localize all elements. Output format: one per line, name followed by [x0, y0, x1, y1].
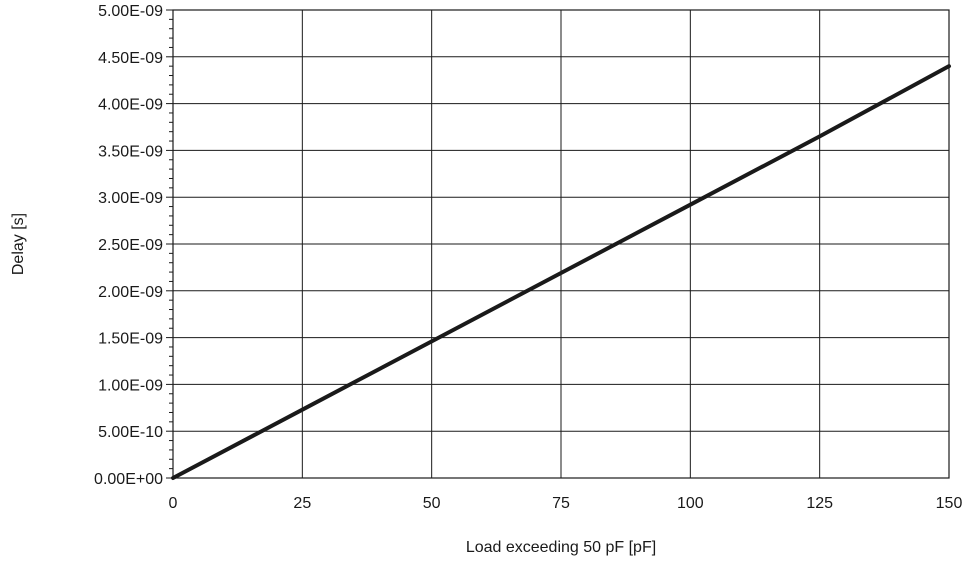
y-tick-label: 5.00E-10 — [98, 424, 163, 441]
x-tick-label: 25 — [293, 495, 311, 512]
y-tick-label: 3.50E-09 — [98, 143, 163, 160]
minor-ticks — [166, 9, 173, 479]
series-layer — [171, 64, 951, 480]
y-tick-label: 2.50E-09 — [98, 237, 163, 254]
x-tick-labels: 0 25 50 75 100 125 150 — [169, 495, 963, 512]
grid-lines — [173, 10, 949, 478]
plot-frame — [172, 9, 950, 479]
x-axis-label: Load exceeding 50 pF [pF] — [466, 539, 656, 556]
x-tick-label: 125 — [806, 495, 833, 512]
y-tick-label: 1.50E-09 — [98, 331, 163, 348]
x-tick-label: 50 — [423, 495, 441, 512]
y-axis-label: Delay [s] — [10, 213, 27, 275]
y-tick-label: 4.00E-09 — [98, 97, 163, 114]
y-tick-labels: 0.00E+00 5.00E-10 1.00E-09 1.50E-09 2.00E-09… — [94, 3, 163, 488]
x-tick-label: 75 — [552, 495, 570, 512]
series-line — [171, 64, 951, 480]
x-tick-label: 0 — [169, 495, 178, 512]
y-tick-label: 3.00E-09 — [98, 190, 163, 207]
y-tick-label: 4.50E-09 — [98, 50, 163, 67]
y-tick-label: 5.00E-09 — [98, 3, 163, 20]
x-tick-label: 150 — [936, 495, 963, 512]
y-tick-label: 2.00E-09 — [98, 284, 163, 301]
y-tick-label: 0.00E+00 — [94, 471, 163, 488]
x-tick-label: 100 — [677, 495, 704, 512]
y-tick-label: 1.00E-09 — [98, 377, 163, 394]
